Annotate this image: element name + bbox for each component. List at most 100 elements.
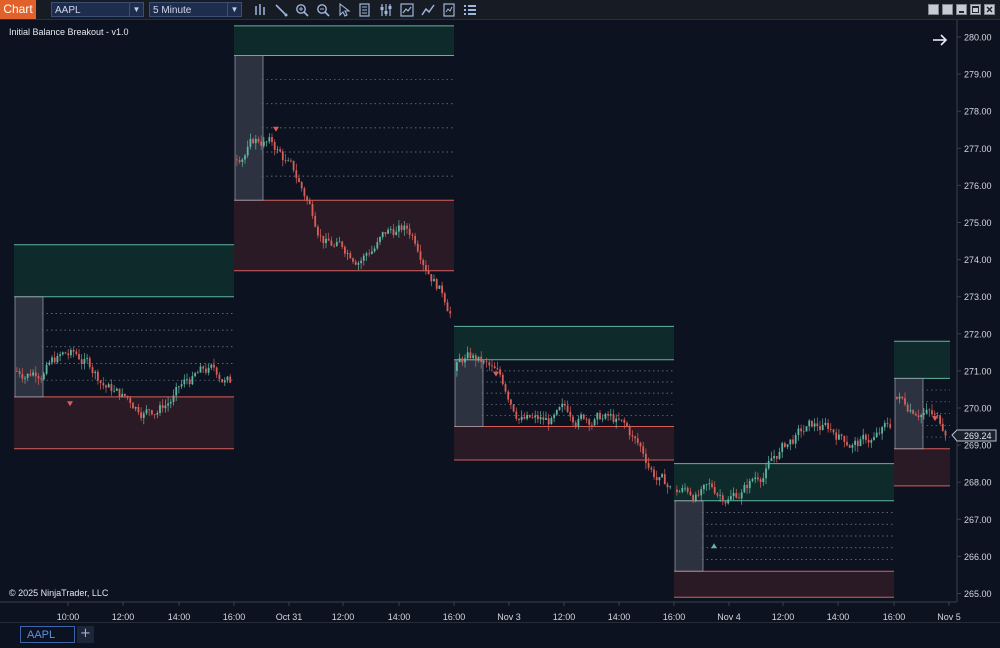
candle-body xyxy=(738,497,740,499)
candle-body xyxy=(287,160,290,162)
candle-body xyxy=(406,225,408,229)
candle-body xyxy=(317,226,319,236)
time-axis[interactable]: 10:00 12:00 14:00 16:00 Oct 31 12:00 14:00 16:0… xyxy=(57,602,961,622)
candle-body xyxy=(105,385,107,388)
candle-body xyxy=(159,405,161,414)
cursor-icon[interactable] xyxy=(336,1,352,18)
ib-range-box xyxy=(674,500,704,572)
tile-icon[interactable] xyxy=(928,4,939,15)
time-tick-label: Nov 4 xyxy=(717,612,741,622)
candle-body xyxy=(547,418,550,425)
candle-body xyxy=(34,372,37,377)
candle-body xyxy=(461,358,464,363)
zoom-in-icon[interactable] xyxy=(294,1,310,18)
bar-type-icon[interactable] xyxy=(252,1,268,18)
templates-icon[interactable] xyxy=(441,1,457,18)
draw-line-icon[interactable] xyxy=(273,1,289,18)
candle-body xyxy=(757,477,759,480)
candle-body xyxy=(607,413,609,416)
candle-body xyxy=(658,477,661,481)
candle-body xyxy=(655,477,658,481)
candle-body xyxy=(433,279,435,282)
candle-body xyxy=(32,372,34,376)
candle-body xyxy=(501,374,504,385)
candle-body xyxy=(577,418,580,427)
candle-body xyxy=(371,251,373,254)
breakout-zone xyxy=(234,25,454,56)
candle-body xyxy=(456,362,458,371)
candle-body xyxy=(236,159,238,161)
candle-body xyxy=(773,455,775,459)
candle-body xyxy=(515,411,518,419)
candle-body xyxy=(414,235,416,244)
add-tab-button[interactable]: + xyxy=(77,626,94,643)
maximize-icon[interactable] xyxy=(970,4,981,15)
more-icon[interactable] xyxy=(462,1,478,18)
candle-body xyxy=(770,458,773,462)
candle-body xyxy=(419,251,422,260)
candle-body xyxy=(290,160,292,162)
candle-body xyxy=(566,405,569,412)
candle-body xyxy=(912,410,914,414)
candle-body xyxy=(180,384,183,387)
interval-selector[interactable]: 5 Minute ▼ xyxy=(149,2,242,17)
price-chart[interactable]: 280.00 279.00 278.00 277.00 276.00 275.00 274.… xyxy=(0,20,1000,622)
candle-body xyxy=(16,370,18,372)
candle-body xyxy=(126,395,129,398)
candle-body xyxy=(483,361,485,363)
candle-body xyxy=(202,366,205,369)
candle-body xyxy=(244,155,246,160)
candle-body xyxy=(906,404,909,412)
candle-body xyxy=(574,422,577,427)
properties-icon[interactable] xyxy=(378,1,394,18)
data-box-icon[interactable] xyxy=(357,1,373,18)
candle-body xyxy=(349,253,352,259)
instrument-selector[interactable]: AAPL ▼ xyxy=(51,2,144,17)
candle-body xyxy=(666,484,669,488)
chart-window-tab[interactable]: Chart xyxy=(0,0,36,19)
candle-body xyxy=(91,367,94,374)
candle-body xyxy=(865,434,867,440)
time-tick-label: 14:00 xyxy=(827,612,850,622)
candle-body xyxy=(48,362,51,365)
candle-body xyxy=(867,439,870,443)
candle-body xyxy=(276,149,279,151)
zoom-out-icon[interactable] xyxy=(315,1,331,18)
minimize-icon[interactable] xyxy=(956,4,967,15)
candle-body xyxy=(292,160,295,171)
candle-body xyxy=(186,379,188,381)
candle-body xyxy=(308,200,311,204)
indicators-icon[interactable] xyxy=(399,1,415,18)
candle-body xyxy=(330,240,333,246)
candle-body xyxy=(24,377,26,379)
candle-body xyxy=(491,365,493,367)
strategies-icon[interactable] xyxy=(420,1,436,18)
tile-icon[interactable] xyxy=(942,4,953,15)
candle-body xyxy=(634,436,636,439)
candle-body xyxy=(279,149,281,152)
candle-body xyxy=(620,419,623,421)
tab-aapl[interactable]: AAPL xyxy=(20,626,75,643)
candle-body xyxy=(314,215,317,227)
candle-body xyxy=(121,393,124,397)
candle-body xyxy=(711,483,713,488)
signal-markers xyxy=(67,126,938,549)
candle-body xyxy=(531,417,534,419)
candle-body xyxy=(395,231,398,236)
scroll-right-arrow-icon[interactable] xyxy=(933,34,948,46)
candle-body xyxy=(800,428,802,432)
candle-body xyxy=(298,177,300,183)
price-axis[interactable]: 280.00 279.00 278.00 277.00 276.00 275.00 274.… xyxy=(957,33,992,600)
candle-body xyxy=(357,263,360,265)
candle-body xyxy=(183,379,186,385)
candle-body xyxy=(748,481,751,489)
candle-body xyxy=(56,356,59,363)
candle-body xyxy=(925,409,928,414)
price-tick-label: 274.00 xyxy=(964,255,992,265)
candle-body xyxy=(534,415,537,418)
close-icon[interactable] xyxy=(984,4,995,15)
candle-body xyxy=(493,366,496,369)
candle-body xyxy=(585,418,588,420)
candle-body xyxy=(886,423,889,425)
candle-body xyxy=(636,438,639,443)
